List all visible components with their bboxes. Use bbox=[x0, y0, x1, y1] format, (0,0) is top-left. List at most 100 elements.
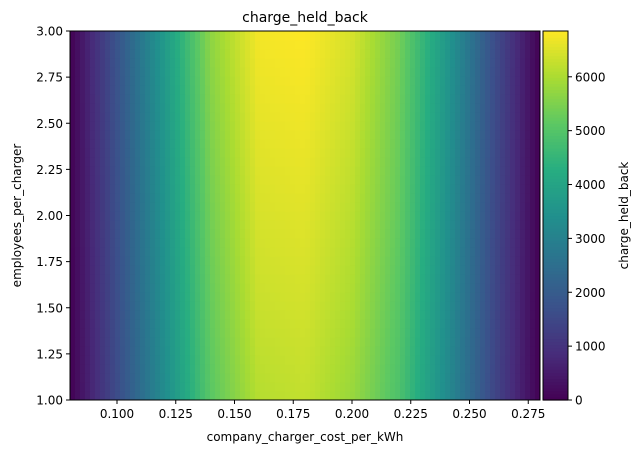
heatmap-cell bbox=[500, 148, 506, 158]
heatmap-cell bbox=[70, 373, 76, 383]
heatmap-cell bbox=[275, 265, 281, 275]
heatmap-cell bbox=[205, 229, 211, 239]
heatmap-cell bbox=[420, 346, 426, 356]
heatmap-cell bbox=[450, 103, 456, 113]
heatmap-cell bbox=[535, 319, 540, 329]
heatmap-cell bbox=[285, 40, 291, 50]
heatmap-cell bbox=[525, 184, 531, 194]
heatmap-cell bbox=[115, 157, 121, 167]
heatmap-cell bbox=[355, 31, 361, 41]
heatmap-cell bbox=[430, 283, 436, 293]
heatmap-cell bbox=[420, 328, 426, 338]
heatmap-cell bbox=[430, 58, 436, 68]
heatmap-cell bbox=[210, 319, 216, 329]
heatmap-cell bbox=[445, 193, 451, 203]
heatmap-cell bbox=[190, 382, 196, 392]
heatmap-cell bbox=[465, 247, 471, 257]
heatmap-cell bbox=[95, 346, 101, 356]
heatmap-cell bbox=[255, 211, 261, 221]
heatmap-cell bbox=[100, 103, 106, 113]
heatmap-cell bbox=[75, 355, 81, 365]
heatmap-cell bbox=[210, 373, 216, 383]
heatmap-cell bbox=[235, 391, 241, 400]
heatmap-cell bbox=[395, 148, 401, 158]
heatmap-cell bbox=[125, 112, 131, 122]
heatmap-cell bbox=[505, 292, 511, 302]
heatmap-cell bbox=[225, 148, 231, 158]
heatmap-cell bbox=[535, 211, 540, 221]
heatmap-cell bbox=[480, 202, 486, 212]
heatmap-cell bbox=[245, 85, 251, 95]
heatmap-cell bbox=[415, 247, 421, 257]
heatmap-cell bbox=[340, 229, 346, 239]
heatmap-cell bbox=[275, 229, 281, 239]
heatmap-cell bbox=[75, 103, 81, 113]
heatmap-cell bbox=[135, 148, 141, 158]
heatmap-cell bbox=[405, 31, 411, 41]
heatmap-cell bbox=[415, 76, 421, 86]
heatmap-cell bbox=[370, 58, 376, 68]
heatmap-cell bbox=[320, 346, 326, 356]
heatmap-cell bbox=[315, 301, 321, 311]
heatmap-cell bbox=[70, 85, 76, 95]
heatmap-cell bbox=[470, 328, 476, 338]
heatmap-cell bbox=[360, 130, 366, 140]
heatmap-cell bbox=[110, 139, 116, 149]
heatmap-cell bbox=[330, 247, 336, 257]
heatmap-cell bbox=[75, 319, 81, 329]
heatmap-cell bbox=[155, 202, 161, 212]
heatmap-cell bbox=[150, 256, 156, 266]
heatmap-cell bbox=[355, 94, 361, 104]
heatmap-cell bbox=[440, 175, 446, 185]
colorbar-segment bbox=[543, 154, 568, 158]
heatmap-cell bbox=[435, 220, 441, 230]
heatmap-cell bbox=[425, 238, 431, 248]
colorbar-segment bbox=[543, 298, 568, 303]
heatmap-cell bbox=[125, 319, 131, 329]
heatmap-cell bbox=[450, 301, 456, 311]
heatmap-cell bbox=[500, 283, 506, 293]
heatmap-cell bbox=[505, 211, 511, 221]
heatmap-cell bbox=[220, 247, 226, 257]
heatmap-cell bbox=[305, 202, 311, 212]
heatmap-cell bbox=[160, 328, 166, 338]
heatmap-cell bbox=[535, 229, 540, 239]
heatmap-cell bbox=[395, 283, 401, 293]
heatmap-cell bbox=[210, 247, 216, 257]
heatmap-cell bbox=[145, 130, 151, 140]
heatmap-cell bbox=[355, 76, 361, 86]
heatmap-cell bbox=[400, 274, 406, 284]
heatmap-cell bbox=[315, 310, 321, 320]
heatmap-cell bbox=[415, 373, 421, 383]
heatmap-cell bbox=[170, 94, 176, 104]
heatmap-cell bbox=[495, 265, 501, 275]
heatmap-cell bbox=[350, 229, 356, 239]
heatmap-cell bbox=[240, 211, 246, 221]
heatmap-cell bbox=[160, 166, 166, 176]
heatmap-cell bbox=[365, 121, 371, 131]
heatmap-cell bbox=[345, 193, 351, 203]
heatmap-cell bbox=[175, 85, 181, 95]
heatmap-cell bbox=[445, 175, 451, 185]
heatmap-cell bbox=[450, 40, 456, 50]
heatmap-cell bbox=[345, 292, 351, 302]
heatmap-cell bbox=[520, 184, 526, 194]
heatmap-cell bbox=[275, 364, 281, 374]
heatmap-cell bbox=[245, 283, 251, 293]
heatmap-cell bbox=[385, 247, 391, 257]
heatmap-cell bbox=[420, 373, 426, 383]
heatmap-cell bbox=[270, 148, 276, 158]
heatmap-cell bbox=[325, 283, 331, 293]
heatmap-cell bbox=[120, 166, 126, 176]
heatmap-cell bbox=[445, 184, 451, 194]
heatmap-cell bbox=[435, 328, 441, 338]
heatmap-cell bbox=[395, 328, 401, 338]
heatmap-cell bbox=[295, 283, 301, 293]
heatmap-cell bbox=[340, 301, 346, 311]
heatmap-cell bbox=[400, 283, 406, 293]
heatmap-cell bbox=[410, 274, 416, 284]
heatmap-cell bbox=[420, 274, 426, 284]
heatmap-cell bbox=[255, 364, 261, 374]
heatmap-cell bbox=[155, 382, 161, 392]
heatmap-cell bbox=[70, 49, 76, 59]
